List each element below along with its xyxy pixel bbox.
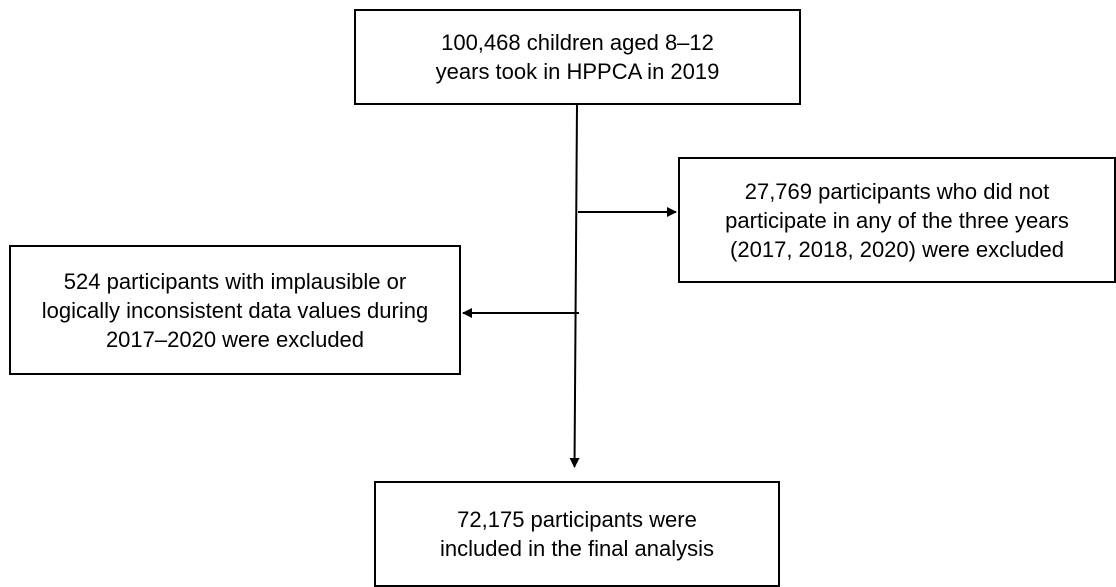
exclusion-2-box-line: 524 participants with implausible or <box>63 268 407 294</box>
final-box: 72,175 participants were included in the… <box>374 481 780 587</box>
final-box-line: 72,175 participants were <box>457 507 697 532</box>
start-box-line: years took in HPPCA in 2019 <box>435 59 720 84</box>
exclusion-2-box-line: 2017–2020 were excluded <box>105 326 365 352</box>
exclusion-1-box-line: participate in any of the three years <box>725 207 1069 233</box>
final-box-line: included in the final analysis <box>440 536 714 561</box>
start-box: 100,468 children aged 8–12 years took in… <box>354 9 801 105</box>
exclusion-1-box-line: 27,769 participants who did not <box>744 178 1050 204</box>
exclusion-2-box: 524 participants with implausible or log… <box>9 245 461 375</box>
exclusion-1-box-text: 27,769 participants who did not particip… <box>725 177 1069 264</box>
final-box-text: 72,175 participants were included in the… <box>440 505 714 563</box>
exclusion-2-box-line: logically inconsistent data values durin… <box>41 297 429 323</box>
start-box-text: 100,468 children aged 8–12 years took in… <box>436 28 720 86</box>
exclusion-1-box-line: (2017, 2018, 2020) were excluded <box>730 236 1064 262</box>
exclusion-1-box: 27,769 participants who did not particip… <box>678 157 1116 283</box>
exclusion-2-box-text: 524 participants with implausible or log… <box>42 267 428 354</box>
main-flow-arrow <box>569 104 580 468</box>
start-box-line: 100,468 children aged 8–12 <box>441 30 714 55</box>
